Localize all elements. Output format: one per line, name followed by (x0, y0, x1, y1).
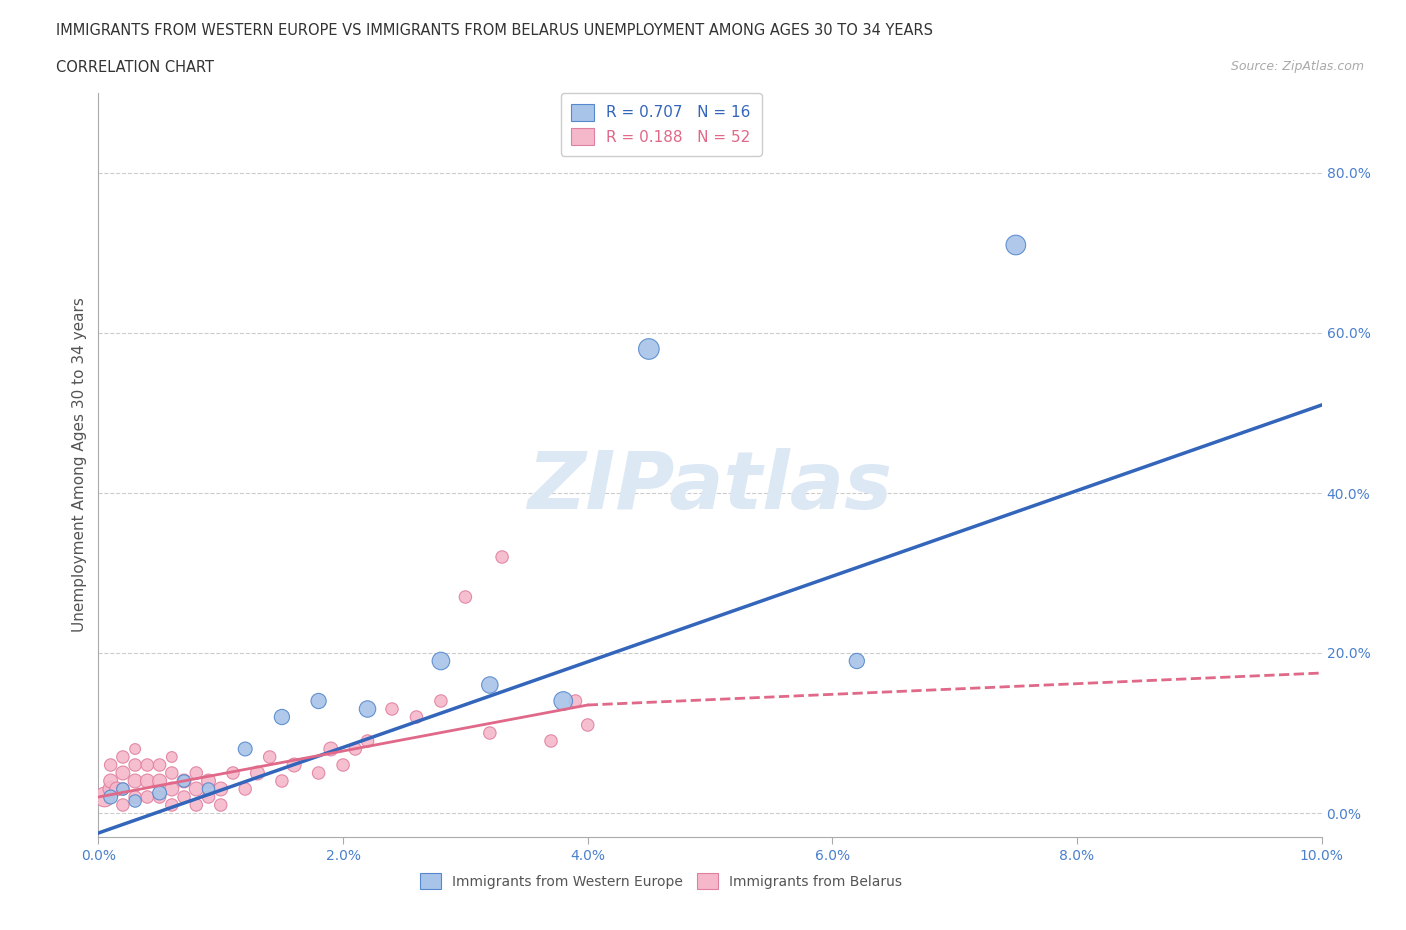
Point (186, 765, 208, 780)
Point (576, 718, 599, 733)
Point (259, 750, 281, 764)
Text: CORRELATION CHART: CORRELATION CHART (56, 60, 214, 75)
Point (233, 741, 256, 756)
Point (270, 774, 292, 789)
Point (160, 750, 183, 764)
Point (1004, 237, 1026, 252)
Text: ZIPatlas: ZIPatlas (527, 448, 893, 526)
Point (160, 765, 183, 780)
Point (100, 774, 122, 789)
Point (111, 781, 134, 796)
Point (209, 781, 232, 796)
Point (553, 694, 575, 709)
Point (160, 781, 183, 796)
Point (246, 765, 269, 780)
Point (105, 781, 128, 796)
Point (270, 710, 292, 724)
Point (430, 694, 453, 709)
Point (93, 790, 115, 804)
Point (100, 790, 122, 804)
Point (124, 774, 146, 789)
Point (209, 798, 232, 813)
Point (222, 765, 245, 780)
Point (637, 341, 661, 356)
Point (478, 725, 501, 740)
Point (233, 781, 256, 796)
Point (564, 694, 586, 709)
Point (111, 798, 134, 813)
Point (124, 793, 146, 808)
Point (186, 798, 208, 813)
Text: Source: ZipAtlas.com: Source: ZipAtlas.com (1230, 60, 1364, 73)
Point (405, 710, 427, 724)
Legend: Immigrants from Western Europe, Immigrants from Belarus: Immigrants from Western Europe, Immigran… (412, 865, 910, 897)
Point (111, 781, 134, 796)
Y-axis label: Unemployment Among Ages 30 to 34 years: Unemployment Among Ages 30 to 34 years (72, 298, 87, 632)
Point (308, 694, 330, 709)
Point (430, 654, 453, 669)
Point (136, 774, 159, 789)
Point (160, 798, 183, 813)
Point (197, 774, 219, 789)
Point (356, 734, 378, 749)
Point (197, 790, 219, 804)
Point (149, 774, 172, 789)
Point (173, 790, 195, 804)
Point (100, 781, 122, 796)
Point (111, 765, 134, 780)
Point (319, 741, 342, 756)
Point (149, 758, 172, 773)
Point (124, 758, 146, 773)
Point (136, 758, 159, 773)
Point (491, 550, 513, 565)
Point (197, 781, 219, 796)
Point (136, 790, 159, 804)
Point (186, 781, 208, 796)
Point (308, 765, 330, 780)
Text: IMMIGRANTS FROM WESTERN EUROPE VS IMMIGRANTS FROM BELARUS UNEMPLOYMENT AMONG AGE: IMMIGRANTS FROM WESTERN EUROPE VS IMMIGR… (56, 23, 934, 38)
Point (344, 741, 367, 756)
Point (149, 790, 172, 804)
Point (124, 790, 146, 804)
Point (100, 758, 122, 773)
Point (356, 701, 378, 716)
Point (111, 750, 134, 764)
Point (124, 741, 146, 756)
Point (283, 758, 305, 773)
Point (332, 758, 354, 773)
Point (478, 678, 501, 693)
Point (173, 774, 195, 789)
Point (381, 701, 404, 716)
Point (845, 654, 868, 669)
Point (540, 734, 562, 749)
Point (173, 774, 195, 789)
Point (149, 786, 172, 801)
Point (454, 590, 477, 604)
